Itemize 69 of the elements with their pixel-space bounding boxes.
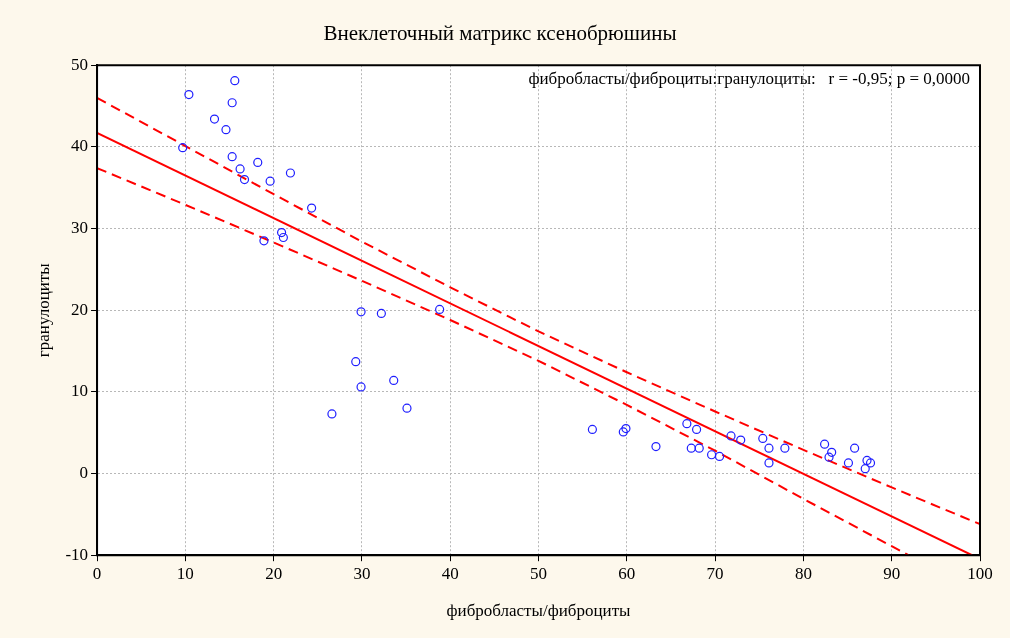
point	[824, 452, 834, 462]
x-tick-label: 10	[176, 563, 194, 583]
point	[265, 176, 275, 186]
point	[376, 308, 386, 319]
point	[714, 451, 725, 461]
point	[356, 307, 366, 317]
point	[860, 464, 870, 474]
y-tick-label: 40	[71, 136, 89, 156]
point	[587, 424, 597, 435]
point	[239, 174, 250, 185]
point	[356, 382, 366, 392]
y-axis-title: гранулоциты	[33, 262, 53, 358]
x-axis-title: фибробласты/фиброциты	[446, 601, 632, 621]
point	[843, 458, 854, 468]
point	[865, 458, 876, 468]
y-tick-label: 20	[71, 299, 89, 319]
point	[278, 232, 288, 243]
point	[259, 236, 269, 246]
y-tick-label: 10	[71, 381, 89, 401]
point	[221, 125, 231, 135]
point	[820, 439, 830, 449]
point	[827, 447, 837, 457]
point	[850, 443, 860, 453]
point	[736, 435, 746, 445]
point	[227, 152, 237, 162]
x-tick-label: 100	[967, 563, 993, 583]
point	[682, 419, 692, 429]
point	[706, 450, 717, 460]
point	[327, 409, 337, 419]
x-tick-label: 90	[883, 563, 901, 583]
x-tick-label: 20	[265, 563, 283, 583]
point	[178, 143, 188, 153]
chart-title: Внеклеточный матрикс ксенобрюшины	[323, 21, 677, 46]
point	[691, 424, 702, 435]
annotation: фибробласты/фиброциты:гранулоциты: r = -0,95; p = 0,0000	[528, 69, 970, 89]
x-tick-label: 60	[618, 563, 636, 583]
y-tick-label: 0	[79, 463, 89, 482]
x-tick-label: 50	[530, 563, 548, 583]
point	[389, 375, 399, 386]
x-tick-label: 0	[92, 563, 102, 583]
point	[307, 203, 317, 213]
point	[435, 304, 445, 314]
x-tick-label: 80	[794, 563, 812, 583]
point	[780, 443, 790, 453]
point	[235, 164, 245, 174]
x-tick-label: 70	[706, 563, 724, 583]
y-tick-label: 50	[71, 54, 89, 74]
point	[351, 357, 361, 367]
x-tick-label: 40	[441, 563, 459, 583]
point	[227, 98, 237, 108]
point	[277, 228, 287, 238]
x-tick-label: 30	[353, 563, 371, 583]
point	[764, 458, 774, 468]
point	[651, 441, 661, 452]
point	[862, 455, 872, 466]
point	[285, 168, 296, 178]
y-tick-label: -10	[65, 544, 89, 564]
point	[253, 157, 263, 167]
point	[402, 403, 412, 413]
y-tick-label: 30	[71, 218, 89, 237]
point	[686, 443, 696, 453]
point	[694, 443, 704, 453]
point	[230, 76, 240, 86]
line-series	[97, 167, 910, 556]
point	[726, 431, 736, 441]
point	[758, 433, 768, 444]
point	[764, 443, 774, 453]
point	[209, 114, 220, 124]
point	[184, 90, 194, 100]
